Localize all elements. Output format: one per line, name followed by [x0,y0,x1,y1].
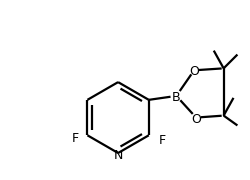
Text: O: O [191,112,201,126]
Text: O: O [189,65,199,78]
Text: F: F [72,132,79,145]
Text: B: B [172,91,181,104]
Text: N: N [114,149,123,162]
Text: F: F [159,134,166,147]
